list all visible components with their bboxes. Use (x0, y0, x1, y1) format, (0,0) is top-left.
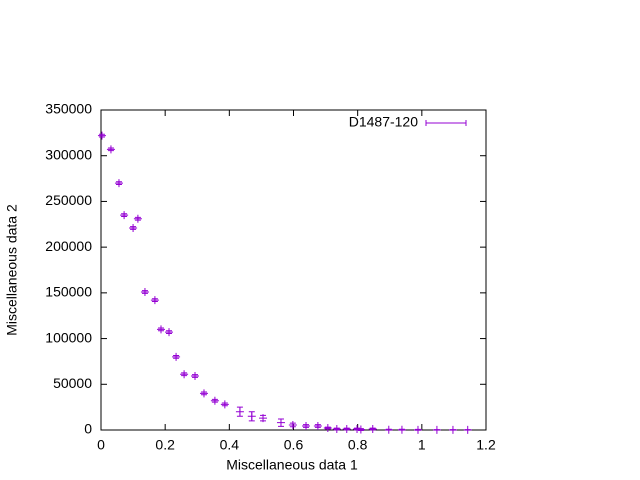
x-tick-label: 1.2 (476, 437, 496, 453)
point (129, 223, 138, 232)
point (313, 421, 322, 430)
point (97, 131, 106, 140)
point (368, 424, 377, 433)
y-tick-label: 50000 (53, 375, 92, 391)
point (247, 412, 256, 421)
point (165, 328, 174, 337)
point (463, 425, 472, 434)
point (172, 352, 181, 361)
legend-label: D1487-120 (349, 114, 418, 130)
x-tick-label: 0.8 (348, 437, 368, 453)
x-axis-label: Miscellaneous data 1 (226, 457, 358, 473)
point (342, 424, 351, 433)
point (199, 389, 208, 398)
point (332, 424, 341, 433)
point (397, 425, 406, 434)
point (114, 179, 123, 188)
point (235, 407, 244, 416)
point (302, 421, 311, 430)
point (120, 211, 129, 220)
plot-frame (100, 109, 487, 431)
x-tick-label: 0.2 (155, 437, 175, 453)
y-tick-label: 350000 (45, 101, 92, 117)
point (413, 425, 422, 434)
point (432, 425, 441, 434)
point (288, 420, 297, 429)
x-tick-label: 0.4 (220, 437, 240, 453)
point (180, 370, 189, 379)
y-tick-label: 100000 (45, 329, 92, 345)
y-tick-label: 250000 (45, 192, 92, 208)
x-tick-label: 0 (97, 437, 105, 453)
point (150, 296, 159, 305)
point (210, 396, 219, 405)
point (259, 414, 268, 423)
y-tick-label: 200000 (45, 238, 92, 254)
point (106, 145, 115, 154)
point (133, 214, 142, 223)
point (156, 325, 165, 334)
legend-swatch (425, 120, 467, 126)
point (140, 287, 149, 296)
point (220, 400, 229, 409)
x-tick-label: 1 (418, 437, 426, 453)
x-tick-label: 0.6 (284, 437, 304, 453)
point (191, 372, 200, 381)
point (356, 425, 365, 434)
y-axis-label: Miscellaneous data 2 (4, 204, 20, 336)
point (448, 425, 457, 434)
point (276, 418, 285, 427)
y-tick-label: 0 (84, 421, 92, 437)
y-tick-label: 300000 (45, 146, 92, 162)
point (323, 423, 332, 432)
point (384, 425, 393, 434)
y-tick-label: 150000 (45, 284, 92, 300)
